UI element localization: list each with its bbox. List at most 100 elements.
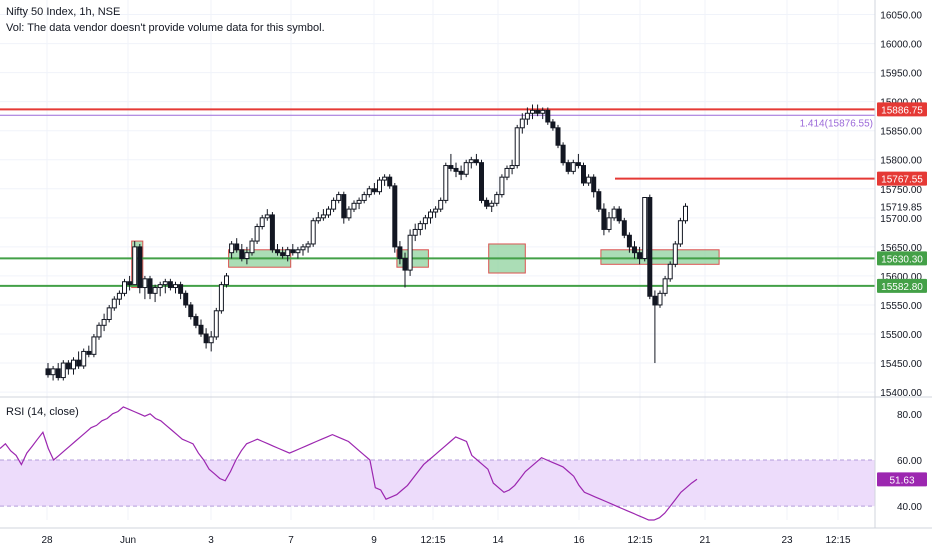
candle-body <box>188 304 194 318</box>
x-tick-label: 12:15 <box>825 535 850 546</box>
candle <box>504 165 510 181</box>
candle <box>397 241 403 265</box>
candle-body <box>540 109 546 114</box>
candle-body <box>667 263 673 280</box>
candle <box>494 191 500 207</box>
candle <box>412 223 418 242</box>
candle-body <box>371 188 377 193</box>
candle <box>530 104 535 120</box>
candle <box>626 232 632 253</box>
candle <box>116 290 122 305</box>
candle-body <box>91 336 97 355</box>
x-tick-label: 21 <box>699 535 711 546</box>
candle-body <box>473 159 479 164</box>
rsi-value-box <box>877 472 927 487</box>
candle-body <box>157 284 163 289</box>
candle-body <box>387 176 393 187</box>
y-tick-label: 15500.00 <box>880 330 922 341</box>
candle <box>346 206 352 221</box>
candle-body <box>106 307 112 320</box>
candle <box>366 185 372 198</box>
candle <box>468 156 474 169</box>
candle-body <box>377 179 382 193</box>
candle-body <box>346 208 352 219</box>
volume-note: Vol: The data vendor doesn't provide vol… <box>6 22 325 34</box>
candle-body <box>632 246 637 254</box>
candle <box>106 304 112 323</box>
candle <box>208 331 214 352</box>
candle <box>387 174 393 189</box>
candle-body <box>422 217 428 225</box>
candle-body <box>468 159 474 164</box>
candle <box>417 220 423 236</box>
candle-body <box>575 162 581 167</box>
candle <box>122 278 127 297</box>
candle <box>524 107 530 125</box>
rsi-tick-label: 80.00 <box>897 410 922 421</box>
candle <box>96 322 102 340</box>
candle <box>519 113 525 134</box>
candle-body <box>326 208 331 216</box>
candle <box>479 159 484 204</box>
candles <box>45 104 688 381</box>
candle-body <box>428 211 433 219</box>
candle-body <box>361 194 367 201</box>
y-tick-label: 15550.00 <box>880 301 922 312</box>
candle-body <box>611 208 617 219</box>
candle <box>229 241 235 259</box>
candle <box>565 159 571 175</box>
candle-body <box>147 278 153 294</box>
candle <box>621 217 627 239</box>
candle <box>463 159 469 178</box>
y-tick-label: 15700.00 <box>880 214 922 225</box>
candle <box>657 290 663 308</box>
y-tick-label: 15750.00 <box>880 185 922 196</box>
candle <box>611 206 617 221</box>
candle-body <box>193 316 199 326</box>
candle <box>285 246 291 262</box>
candle <box>407 229 413 276</box>
candle-body <box>111 298 117 309</box>
candle <box>132 241 138 286</box>
candle <box>361 191 367 204</box>
candle <box>259 214 265 230</box>
candle-body <box>137 246 143 289</box>
y-tick-label: 15600.00 <box>880 272 922 283</box>
candle-body <box>530 109 535 114</box>
candle <box>453 162 459 178</box>
candle <box>50 365 56 381</box>
candle <box>300 243 306 256</box>
candle <box>188 302 194 320</box>
candle <box>224 273 229 288</box>
candle <box>249 238 255 256</box>
candle-body <box>545 109 551 123</box>
candle <box>545 107 551 125</box>
candle <box>642 197 648 262</box>
candle-body <box>484 199 490 207</box>
candle-body <box>127 281 133 286</box>
candle-body <box>677 220 683 245</box>
candle-body <box>55 368 61 379</box>
candle-body <box>300 246 306 251</box>
candle-body <box>382 176 388 181</box>
candle-body <box>514 127 520 167</box>
candle <box>473 153 479 166</box>
candle <box>514 124 520 169</box>
candle <box>647 194 653 300</box>
rsi-value-label: 51.63 <box>889 475 914 486</box>
y-tick-label: 15850.00 <box>880 127 922 138</box>
rsi-band <box>0 460 875 507</box>
candle-body <box>524 112 530 120</box>
candle <box>183 290 189 308</box>
candle <box>76 351 82 369</box>
candle-body <box>392 185 398 248</box>
candle-body <box>366 188 372 196</box>
candle-body <box>239 249 245 259</box>
candle-body <box>672 243 678 265</box>
candle-body <box>101 318 107 326</box>
candle <box>677 217 683 247</box>
candle <box>86 345 92 358</box>
candle-body <box>213 310 219 338</box>
candle <box>616 206 622 224</box>
